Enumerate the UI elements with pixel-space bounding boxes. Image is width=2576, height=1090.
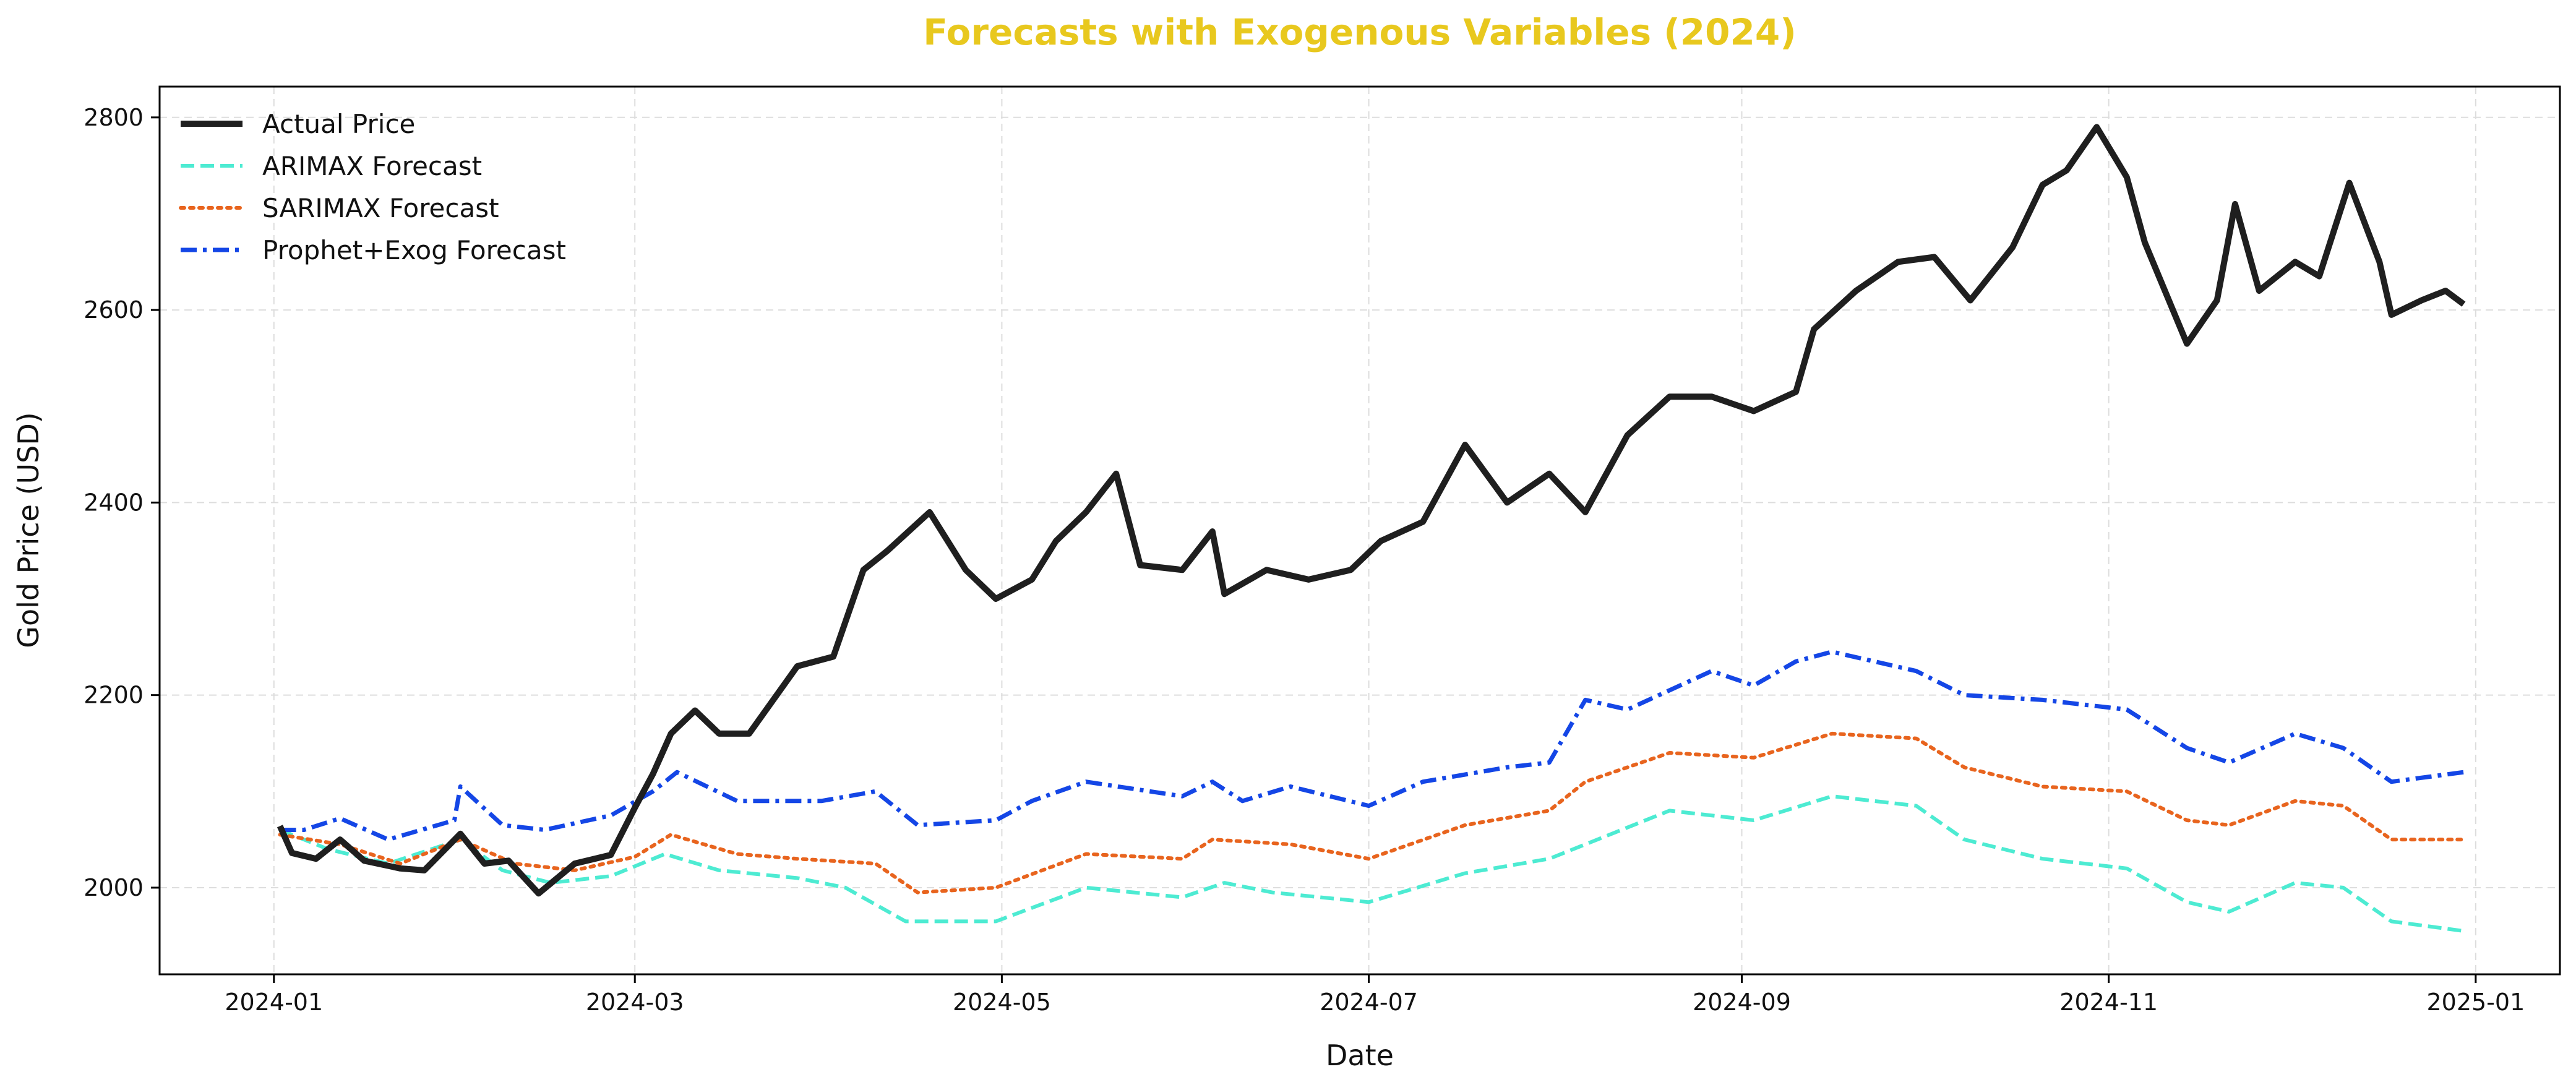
- series-line-prophet-exog-forecast: [280, 650, 2464, 842]
- series-line-actual-price: [277, 124, 2466, 897]
- y-tick-label: 2000: [84, 874, 144, 901]
- x-tick-label: 2024-05: [953, 989, 1051, 1016]
- series-line-sarimax-forecast: [278, 731, 2466, 895]
- y-axis-label: Gold Price (USD): [12, 412, 45, 648]
- chart-title: Forecasts with Exogenous Variables (2024…: [923, 11, 1796, 53]
- x-tick-label: 2024-03: [586, 989, 684, 1016]
- grid: [160, 87, 2560, 974]
- y-axis-ticks: 2000 2200 2400 2600 2800: [84, 104, 160, 901]
- plot-frame: [158, 85, 2561, 976]
- x-tick-label: 2025-01: [2426, 989, 2525, 1016]
- x-axis-ticks: 2024-01 2024-03 2024-05 2024-07 2024-09 2024-…: [225, 974, 2525, 1016]
- x-axis-label: Date: [1326, 1039, 1394, 1072]
- y-tick-label: 2800: [84, 104, 144, 131]
- legend-label: Prophet+Exog Forecast: [262, 235, 566, 265]
- legend-label: Actual Price: [262, 109, 415, 139]
- legend: Actual Price ARIMAX Forecast SARIMAX Forec…: [179, 109, 566, 265]
- series-line-arimax-forecast: [279, 794, 2464, 933]
- x-tick-label: 2024-07: [1320, 989, 1418, 1016]
- y-tick-label: 2600: [84, 296, 144, 324]
- x-tick-label: 2024-09: [1693, 989, 1791, 1016]
- series-lines: [277, 124, 2466, 933]
- legend-label: ARIMAX Forecast: [262, 151, 482, 181]
- y-tick-label: 2200: [84, 682, 144, 709]
- x-tick-label: 2024-11: [2059, 989, 2158, 1016]
- x-tick-label: 2024-01: [225, 989, 323, 1016]
- y-tick-label: 2400: [84, 489, 144, 516]
- legend-label: SARIMAX Forecast: [262, 193, 499, 223]
